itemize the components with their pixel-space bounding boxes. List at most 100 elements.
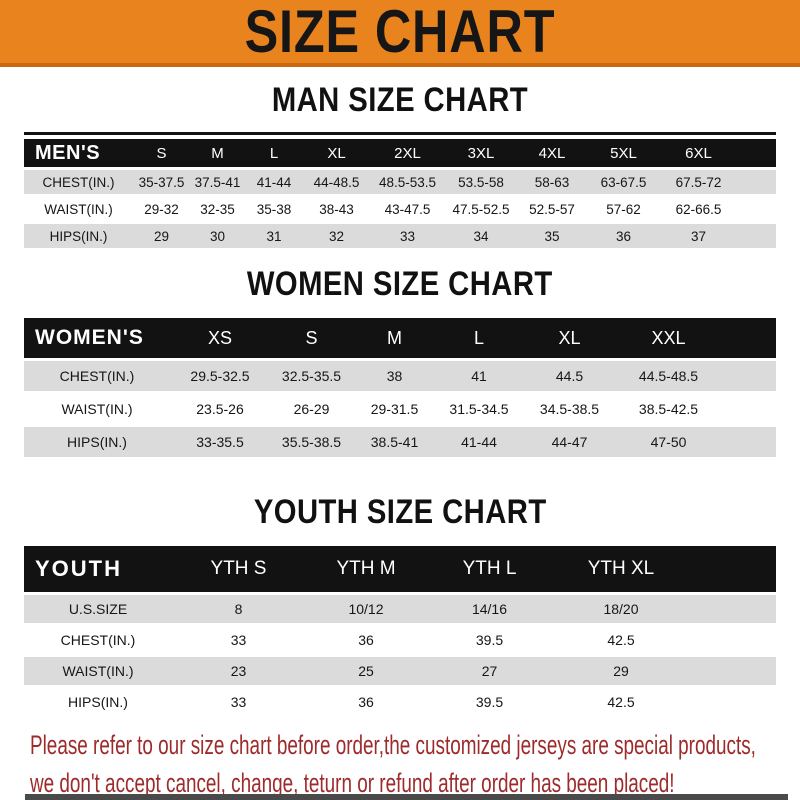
size-cell: 63-67.5: [587, 170, 660, 194]
size-cell: 38.5-42.5: [617, 394, 720, 424]
bottom-divider-bar: [25, 794, 788, 800]
size-cell: 36: [305, 626, 427, 654]
size-cell: 31: [245, 224, 303, 248]
size-cell: 42.5: [552, 626, 690, 654]
table-row: U.S.SIZE 8 10/12 14/16 18/20: [24, 595, 776, 623]
table-row: HIPS(IN.) 33-35.5 35.5-38.5 38.5-41 41-44 44-…: [24, 427, 776, 457]
size-cell: 27: [427, 657, 552, 685]
men-size-table-wrap: MEN'S S M L XL 2XL 3XL 4XL 5XL 6XL CHEST(IN.) 35-3…: [24, 132, 776, 251]
column-header: L: [436, 318, 522, 358]
size-cell: 41-44: [245, 170, 303, 194]
size-cell: 29-31.5: [353, 394, 436, 424]
women-size-table: WOMEN'S XS S M L XL XXL CHEST(IN.) 29.5-32.5 32.…: [24, 315, 776, 460]
size-cell: 30: [190, 224, 245, 248]
column-header: YTH M: [305, 546, 427, 592]
row-label: HIPS(IN.): [24, 427, 170, 457]
size-cell: 37: [660, 224, 737, 248]
youth-size-table: YOUTH YTH S YTH M YTH L YTH XL U.S.SIZE 8 10/1…: [24, 543, 776, 719]
size-cell: 44-47: [522, 427, 617, 457]
size-cell: 35: [517, 224, 587, 248]
size-cell: 43-47.5: [370, 197, 445, 221]
size-cell: 33-35.5: [170, 427, 270, 457]
size-cell: 32.5-35.5: [270, 361, 353, 391]
size-cell: 52.5-57: [517, 197, 587, 221]
column-header: YTH L: [427, 546, 552, 592]
banner-title: SIZE CHART: [244, 0, 556, 65]
table-row: HIPS(IN.) 29 30 31 32 33 34 35 36 37: [24, 224, 776, 248]
row-filler: [737, 197, 776, 221]
size-cell: 57-62: [587, 197, 660, 221]
column-header: 5XL: [587, 139, 660, 167]
size-cell: 38: [353, 361, 436, 391]
column-header: XXL: [617, 318, 720, 358]
column-header: XS: [170, 318, 270, 358]
row-filler: [690, 595, 776, 623]
size-cell: 35-38: [245, 197, 303, 221]
size-cell: 36: [587, 224, 660, 248]
column-header: 3XL: [445, 139, 517, 167]
size-cell: 25: [305, 657, 427, 685]
men-table-top-rule: [24, 132, 776, 135]
row-filler: [720, 427, 776, 457]
size-cell: 39.5: [427, 688, 552, 716]
row-filler: [690, 657, 776, 685]
column-header: S: [270, 318, 353, 358]
youth-size-table-wrap: YOUTH YTH S YTH M YTH L YTH XL U.S.SIZE 8 10/1…: [24, 543, 776, 719]
size-cell: 62-66.5: [660, 197, 737, 221]
size-chart-banner: SIZE CHART: [0, 0, 800, 67]
women-size-table-wrap: WOMEN'S XS S M L XL XXL CHEST(IN.) 29.5-32.5 32.…: [24, 315, 776, 460]
size-cell: 47-50: [617, 427, 720, 457]
size-cell: 18/20: [552, 595, 690, 623]
column-header: M: [190, 139, 245, 167]
table-row: HIPS(IN.) 33 36 39.5 42.5: [24, 688, 776, 716]
size-cell: 47.5-52.5: [445, 197, 517, 221]
table-row: CHEST(IN.) 33 36 39.5 42.5: [24, 626, 776, 654]
row-label: HIPS(IN.): [24, 688, 172, 716]
header-filler: [737, 139, 776, 167]
size-cell: 33: [172, 688, 305, 716]
size-cell: 38.5-41: [353, 427, 436, 457]
row-label: U.S.SIZE: [24, 595, 172, 623]
size-cell: 39.5: [427, 626, 552, 654]
men-section-title: MAN SIZE CHART: [271, 81, 529, 119]
size-cell: 41-44: [436, 427, 522, 457]
size-cell: 48.5-53.5: [370, 170, 445, 194]
row-label: WAIST(IN.): [24, 394, 170, 424]
row-filler: [737, 224, 776, 248]
size-cell: 32: [303, 224, 370, 248]
column-header: M: [353, 318, 436, 358]
size-cell: 53.5-58: [445, 170, 517, 194]
size-cell: 67.5-72: [660, 170, 737, 194]
size-cell: 29-32: [133, 197, 190, 221]
size-cell: 37.5-41: [190, 170, 245, 194]
men-size-table: MEN'S S M L XL 2XL 3XL 4XL 5XL 6XL CHEST(IN.) 35-3…: [24, 136, 776, 251]
column-header: YTH XL: [552, 546, 690, 592]
disclaimer-line-1: Please refer to our size chart before or…: [30, 730, 756, 760]
size-cell: 8: [172, 595, 305, 623]
size-cell: 34.5-38.5: [522, 394, 617, 424]
size-cell: 32-35: [190, 197, 245, 221]
row-label: HIPS(IN.): [24, 224, 133, 248]
row-filler: [690, 626, 776, 654]
size-cell: 33: [370, 224, 445, 248]
size-cell: 36: [305, 688, 427, 716]
column-header: 2XL: [370, 139, 445, 167]
women-section-title: WOMEN SIZE CHART: [247, 265, 553, 303]
row-filler: [690, 688, 776, 716]
size-cell: 41: [436, 361, 522, 391]
column-header: YTH S: [172, 546, 305, 592]
size-cell: 44-48.5: [303, 170, 370, 194]
size-cell: 29: [552, 657, 690, 685]
size-cell: 23: [172, 657, 305, 685]
size-cell: 34: [445, 224, 517, 248]
size-cell: 14/16: [427, 595, 552, 623]
order-disclaimer: Please refer to our size chart before or…: [30, 730, 800, 799]
column-header: XL: [522, 318, 617, 358]
row-label: CHEST(IN.): [24, 170, 133, 194]
size-cell: 10/12: [305, 595, 427, 623]
table-row: WAIST(IN.) 23.5-26 26-29 29-31.5 31.5-34.5 34…: [24, 394, 776, 424]
size-cell: 44.5: [522, 361, 617, 391]
header-filler: [720, 318, 776, 358]
table-row: CHEST(IN.) 35-37.5 37.5-41 41-44 44-48.5 48.5…: [24, 170, 776, 194]
size-cell: 26-29: [270, 394, 353, 424]
